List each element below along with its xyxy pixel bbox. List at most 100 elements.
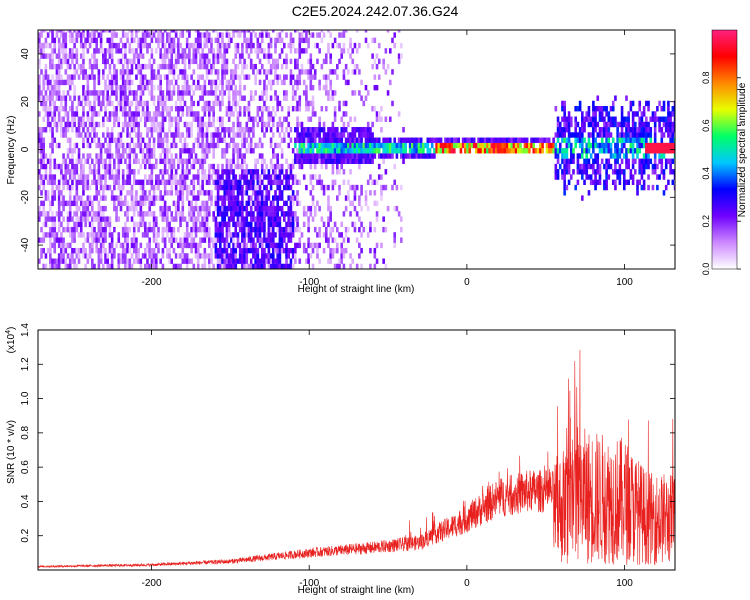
spectrogram-cell [254, 74, 257, 80]
spectrogram-cell [419, 137, 423, 143]
spectrogram-cell [221, 121, 224, 128]
spectrogram-cell [124, 258, 127, 264]
spectrogram-cell [201, 90, 204, 96]
spectrogram-cell [252, 174, 255, 180]
spectrogram-cell [110, 253, 114, 259]
spectrogram-cell [276, 211, 280, 217]
spectrogram-cell [194, 58, 198, 65]
spectrogram-cell [225, 48, 229, 54]
spectrogram-cell [673, 153, 675, 159]
spectrogram-cell [364, 95, 368, 101]
spectrogram-cell [581, 169, 584, 175]
spectrogram-cell [547, 148, 551, 154]
spectrogram-cell [205, 153, 209, 159]
spectrogram-cell [338, 106, 341, 112]
spectrogram-cell [289, 74, 293, 80]
spectrogram-cell [307, 42, 310, 49]
spectrogram-cell [205, 106, 209, 112]
spectrogram-cell [181, 158, 185, 164]
spectrogram-cell [49, 263, 52, 269]
spectrogram-cell [252, 190, 255, 196]
spectrogram-cell [313, 153, 317, 159]
spectrogram-cell [627, 116, 630, 122]
spectrogram-cell [75, 190, 79, 196]
spectrogram-cell [207, 253, 211, 259]
spectrogram-cell [40, 100, 43, 107]
spectrogram-cell [225, 169, 229, 175]
spectrogram-cell [466, 148, 469, 154]
spectrogram-cell [274, 258, 277, 264]
spectrogram-cell [137, 53, 140, 59]
spectrogram-cell [84, 174, 87, 180]
spectrogram-cell [371, 121, 374, 128]
spectrogram-cell [263, 247, 266, 254]
spectrogram-cell [75, 163, 79, 170]
spectrogram-cell [230, 247, 233, 254]
spectrogram-cell [622, 132, 626, 138]
spectrogram-cell [645, 121, 648, 128]
spectrogram-cell [62, 30, 65, 33]
spectrogram-cell [355, 63, 359, 70]
spectrogram-cell [38, 32, 41, 38]
spectrogram-cell [168, 79, 171, 86]
spectrogram-cell [305, 142, 308, 149]
spectrogram-cell [669, 132, 672, 138]
spectrogram-cell [377, 148, 381, 154]
spectrogram-cell [62, 174, 65, 180]
spectrogram-cell [241, 253, 244, 259]
spectrogram-cell [351, 200, 355, 207]
spectrogram-cell [287, 216, 291, 222]
spectrogram-cell [64, 53, 68, 59]
spectrogram-cell [581, 127, 584, 133]
spectrogram-cell [170, 190, 174, 196]
spectrogram-cell [62, 95, 65, 101]
spectrogram-cell [146, 195, 149, 201]
spectrogram-cell [669, 158, 672, 164]
spectrogram-cell [366, 148, 370, 154]
spectrogram-cell [625, 137, 628, 143]
spectrogram-cell [166, 226, 169, 233]
spectrogram-cell [249, 37, 253, 44]
spectrogram-cell [203, 142, 207, 149]
spectrogram-cell [221, 37, 224, 44]
spectrogram-cell [146, 148, 149, 154]
spectrogram-cell [280, 242, 284, 249]
spectrogram-cell [344, 63, 348, 70]
spectrogram-cell [159, 211, 163, 217]
spectrogram-cell [662, 169, 666, 175]
spectrogram-cell [110, 174, 114, 180]
spectrogram-cell [271, 174, 275, 180]
spectrogram-cell [104, 53, 107, 59]
spectrogram-cell [168, 37, 171, 44]
spectrogram-cell [203, 190, 207, 196]
spectrogram-cell [649, 132, 653, 138]
spectrogram-cell [113, 121, 116, 128]
spectrogram-cell [148, 221, 151, 228]
spectrogram-cell [243, 106, 246, 112]
spectrogram-cell [241, 169, 244, 175]
spectrogram-cell [71, 58, 74, 65]
spectrogram-cell [86, 179, 90, 186]
spectrogram-cell [219, 237, 222, 243]
spectrogram-cell [150, 184, 154, 191]
spectrogram-cell [404, 137, 408, 143]
spectrogram-cell [234, 205, 238, 212]
spectrogram-cell [371, 142, 374, 149]
spectrogram-cell [150, 79, 154, 86]
spectrogram-cell [139, 258, 143, 264]
spectrogram-cell [400, 148, 403, 154]
spectrogram-cell [645, 158, 648, 164]
spectrogram-cell [161, 137, 165, 143]
spectrogram-cell [276, 163, 280, 170]
spectrogram-cell [260, 37, 264, 44]
spectrogram-cell [216, 253, 220, 259]
spectrogram-cell [152, 142, 156, 149]
spectrogram-cell [172, 63, 176, 70]
spectrogram-cell [252, 116, 255, 122]
spectrogram-cell [227, 258, 231, 264]
spectrogram-cell [192, 163, 196, 170]
spectrogram-cell [210, 69, 213, 75]
spectrogram-cell [640, 121, 644, 128]
spectrogram-cell [216, 247, 220, 254]
spectrogram-cell [309, 74, 313, 80]
